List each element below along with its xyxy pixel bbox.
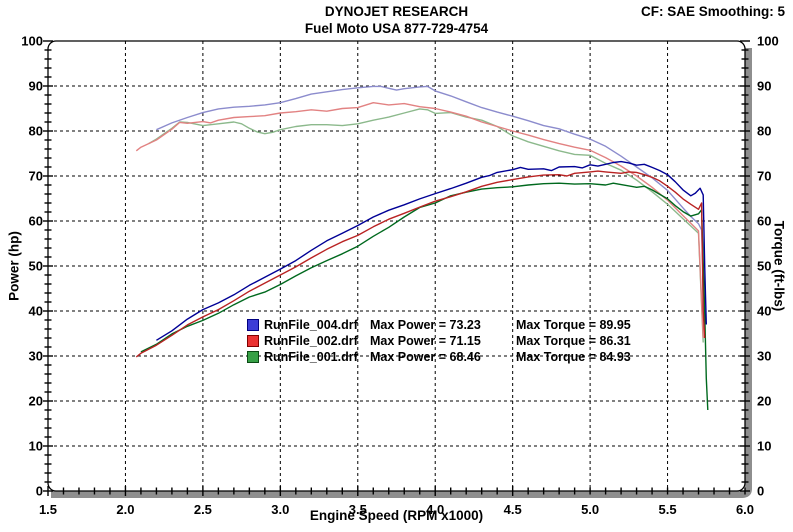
correction-smoothing-label: CF: SAE Smoothing: 5 <box>641 4 785 19</box>
legend-row-runfile-001: RunFile_001.drf Max Power = 68.46 Max To… <box>247 349 631 365</box>
legend-row-runfile-002: RunFile_002.drf Max Power = 71.15 Max To… <box>247 333 631 349</box>
svg-text:40: 40 <box>757 304 771 319</box>
chart-subtitle: Fuel Moto USA 877-729-4754 <box>304 21 489 36</box>
svg-text:5.0: 5.0 <box>581 502 599 517</box>
legend-swatch-green <box>247 351 259 363</box>
svg-text:20: 20 <box>757 394 771 409</box>
svg-text:10: 10 <box>29 439 43 454</box>
svg-text:5.5: 5.5 <box>659 502 677 517</box>
svg-text:60: 60 <box>29 214 43 229</box>
legend-file-name: RunFile_004.drf <box>264 318 358 332</box>
svg-text:80: 80 <box>29 124 43 139</box>
legend-max-torque: Max Torque = 89.95 <box>516 318 631 332</box>
svg-text:2.0: 2.0 <box>116 502 134 517</box>
svg-text:90: 90 <box>29 79 43 94</box>
legend-swatch-blue <box>247 319 259 331</box>
legend-swatch-red <box>247 335 259 347</box>
torque-axis-title: Torque (ft-lbs) <box>771 220 787 312</box>
svg-text:80: 80 <box>757 124 771 139</box>
svg-text:2.5: 2.5 <box>194 502 212 517</box>
legend-max-power: Max Power = 68.46 <box>370 350 481 364</box>
svg-text:90: 90 <box>757 79 771 94</box>
rpm-axis-title: Engine Speed (RPM x1000) <box>309 508 484 523</box>
svg-text:3.5: 3.5 <box>349 502 367 517</box>
legend-max-torque: Max Torque = 86.31 <box>516 334 631 348</box>
svg-text:1.5: 1.5 <box>39 502 57 517</box>
legend-max-power: Max Power = 71.15 <box>370 334 481 348</box>
legend-row-runfile-004: RunFile_004.drf Max Power = 73.23 Max To… <box>247 317 631 333</box>
svg-text:6.0: 6.0 <box>736 502 754 517</box>
svg-text:0: 0 <box>36 484 43 499</box>
svg-text:10: 10 <box>757 439 771 454</box>
power-axis-title: Power (hp) <box>6 231 22 301</box>
legend-max-power: Max Power = 73.23 <box>370 318 481 332</box>
svg-text:50: 50 <box>29 259 43 274</box>
svg-text:20: 20 <box>29 394 43 409</box>
svg-text:50: 50 <box>757 259 771 274</box>
legend-max-torque: Max Torque = 84.93 <box>516 350 631 364</box>
chart-title: DYNOJET RESEARCH <box>324 4 469 19</box>
svg-text:40: 40 <box>29 304 43 319</box>
svg-text:0: 0 <box>757 484 764 499</box>
svg-text:60: 60 <box>757 214 771 229</box>
svg-text:30: 30 <box>29 349 43 364</box>
legend-file-name: RunFile_002.drf <box>264 334 358 348</box>
svg-text:100: 100 <box>757 34 779 49</box>
svg-text:70: 70 <box>29 169 43 184</box>
legend: RunFile_004.drf Max Power = 73.23 Max To… <box>247 317 631 365</box>
svg-text:4.5: 4.5 <box>504 502 522 517</box>
svg-text:4.0: 4.0 <box>426 502 444 517</box>
svg-text:3.0: 3.0 <box>271 502 289 517</box>
legend-file-name: RunFile_001.drf <box>264 350 358 364</box>
svg-text:30: 30 <box>757 349 771 364</box>
svg-text:100: 100 <box>21 34 43 49</box>
svg-text:70: 70 <box>757 169 771 184</box>
